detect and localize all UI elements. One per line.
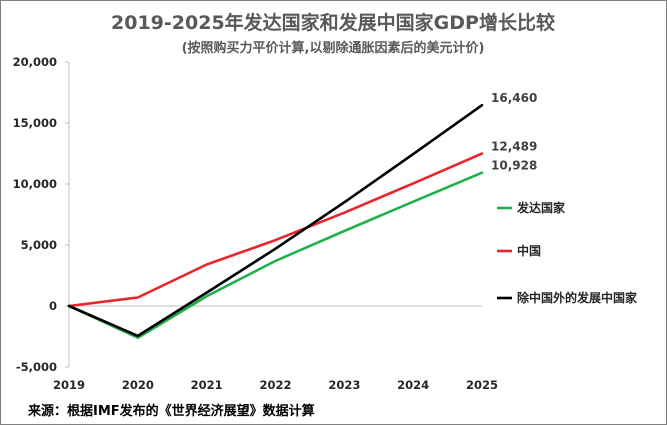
x-tick-label: 2021 [191,378,223,392]
legend-label-0: 发达国家 [516,200,566,215]
x-tick-label: 2024 [397,378,429,392]
x-tick-label: 2019 [53,378,85,392]
x-tick-label: 2023 [328,378,360,392]
y-tick-label: -5,000 [16,360,57,374]
series-line-2 [67,103,484,338]
series-line-1 [67,152,484,308]
x-tick-label: 2020 [122,378,154,392]
chart-subtitle: (按照购买力平价计算,以剔除通胀因素后的美元计价) [182,40,485,56]
x-tick-label: 2022 [259,378,291,392]
end-value-label-0: 10,928 [491,159,537,173]
x-tick-label: 2025 [466,378,498,392]
chart-title: 2019-2025年发达国家和发展中国家GDP增长比较 [111,11,555,34]
series-line-0 [67,171,484,340]
legend-label-2: 除中国外的发展中国家 [517,290,638,305]
y-tick-label: 10,000 [13,177,57,191]
y-tick-label: 5,000 [21,238,57,252]
legend-label-1: 中国 [517,243,541,258]
series-layer [67,103,484,340]
y-tick-label: 0 [49,299,57,313]
end-value-label-2: 16,460 [491,91,537,105]
end-labels: 10,928 12,489 16,460 [491,91,537,172]
end-value-label-1: 12,489 [491,140,537,154]
y-tick-label: 20,000 [13,55,57,69]
y-tick-label: 15,000 [13,116,57,130]
source-note: 来源：根据IMF发布的《世界经济展望》数据计算 [27,403,315,419]
axes: -5,000 0 5,000 10,000 15,000 20,000 2019 2020 20… [13,55,498,392]
